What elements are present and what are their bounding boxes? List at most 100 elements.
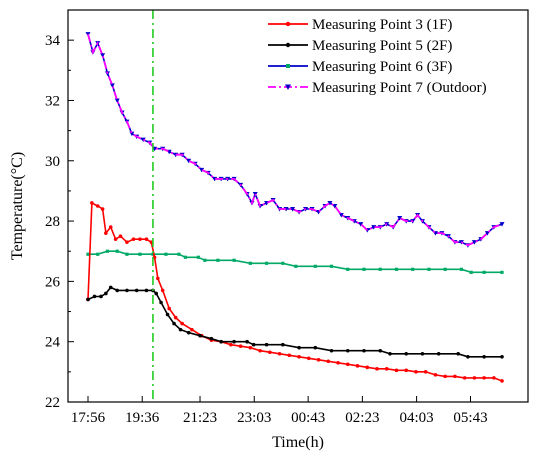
data-point [186,330,191,335]
legend-marker [286,64,290,68]
series-line [87,33,503,247]
data-point [115,288,120,293]
data-point [203,258,207,262]
series-line [88,250,502,274]
data-point [346,267,350,271]
data-point [125,252,129,256]
data-point [99,294,103,299]
data-point [281,261,285,265]
data-point [264,342,269,347]
data-point [484,231,490,236]
x-tick-label: 05:43 [453,410,487,426]
data-point [216,258,220,262]
data-point [453,374,457,379]
data-point [209,336,214,341]
data-point [336,361,340,365]
data-point [173,315,178,320]
data-point [151,252,155,256]
y-axis-title: Temperature(°C) [9,152,26,260]
data-point [232,258,236,262]
x-axis-title: Time(h) [272,434,324,451]
data-point [277,351,282,356]
x-tick-label: 23:03 [237,410,271,426]
x-tick-label: 19:36 [125,410,160,426]
data-point [297,354,301,359]
data-point [329,348,334,353]
data-point [307,356,311,361]
data-point [100,53,106,58]
data-point [219,339,223,344]
data-point [92,294,97,299]
data-point [499,222,505,227]
data-point [316,357,321,362]
legend-marker [285,84,291,90]
data-point [365,365,370,370]
data-point [258,348,262,353]
data-point [198,333,202,338]
legend-label: Measuring Point 7 (Outdoor) [312,80,487,96]
data-point [471,240,477,245]
data-point [482,354,486,359]
data-point [500,379,504,383]
data-point [113,237,118,241]
data-point [327,200,333,206]
plot-frame [67,9,529,403]
data-point [86,252,90,256]
data-point [248,345,253,350]
data-point [104,291,108,296]
y-tick-label: 30 [45,154,60,170]
data-point [420,351,425,356]
data-point [338,213,344,218]
data-point [144,288,149,293]
data-point [469,270,473,274]
legend-marker [285,21,291,27]
data-point [238,344,243,349]
data-point [362,348,366,353]
data-point [86,297,90,302]
data-point [264,261,269,265]
data-point [115,249,119,253]
y-tick-label: 28 [45,214,60,230]
data-point [281,342,285,347]
legend-label: Measuring Point 6 (3F) [312,59,452,75]
legend-label: Measuring Point 3 (1F) [312,17,452,33]
y-tick-label: 24 [45,335,61,351]
data-point [138,237,142,241]
y-tick-label: 34 [45,33,61,49]
x-tick-label: 17:56 [71,410,106,426]
data-point [378,348,383,353]
data-point [423,370,428,374]
data-point [332,204,338,209]
data-point [96,252,100,256]
data-point [186,158,192,164]
data-point [105,249,110,253]
data-point [125,288,129,293]
x-tick-label: 02:23 [345,410,379,426]
data-point [212,176,218,182]
data-point [199,167,205,173]
data-point [414,370,418,374]
data-point [326,359,331,364]
data-point [482,376,486,380]
legend-marker [285,42,291,48]
data-point [290,207,296,212]
data-point [140,137,146,143]
data-point [160,288,165,293]
data-point [466,354,470,359]
x-tick-label: 04:03 [400,410,434,426]
data-point [427,267,431,271]
data-point [397,216,403,221]
data-point [268,350,272,355]
data-point [177,252,181,256]
data-point [404,351,409,356]
data-point [313,345,318,350]
data-point [500,354,504,359]
data-point [196,255,200,259]
y-tick-label: 32 [45,93,60,109]
data-point [131,237,136,241]
data-point [104,231,108,235]
data-point [436,351,441,356]
data-point [95,204,100,208]
series-line [87,201,503,382]
